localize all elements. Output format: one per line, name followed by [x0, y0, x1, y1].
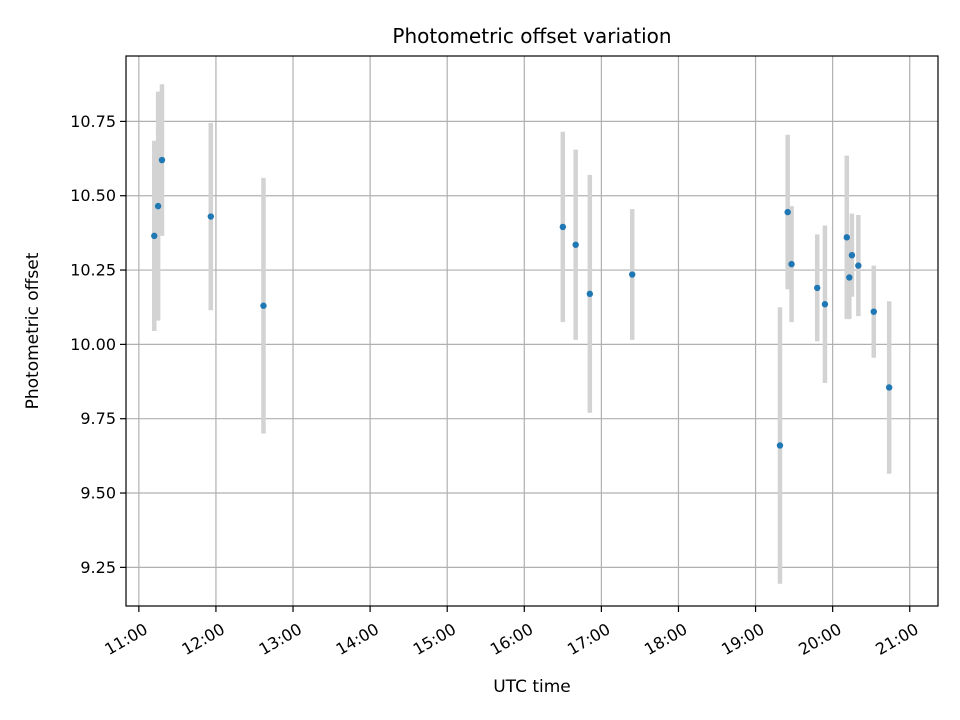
y-tick-label: 10.75: [70, 112, 116, 131]
data-point: [821, 301, 829, 308]
y-tick-label: 10.25: [70, 261, 116, 280]
plot-area-frame: [125, 55, 939, 607]
data-point: [784, 208, 791, 216]
data-point: [776, 442, 784, 449]
data-point: [855, 262, 862, 269]
data-point: [885, 384, 893, 391]
data-point: [154, 202, 162, 210]
data-point: [260, 302, 267, 309]
chart-title: Photometric offset variation: [392, 24, 671, 48]
data-point: [572, 241, 579, 248]
data-point: [870, 308, 877, 315]
data-point: [559, 223, 567, 231]
data-point: [207, 213, 214, 220]
grid: [126, 56, 938, 606]
y-axis-ticks: 9.25 9.50 9.75 10.00 10.25 10.50 10.75: [70, 112, 126, 577]
data-point: [788, 260, 795, 268]
data-point: [848, 251, 856, 259]
y-tick-label: 10.00: [70, 335, 116, 354]
data-point: [586, 290, 594, 298]
data-point: [846, 274, 853, 281]
data-point: [158, 156, 166, 164]
x-axis-title: UTC time: [493, 677, 571, 697]
y-tick-label: 9.25: [80, 558, 116, 577]
y-tick-label: 9.75: [80, 409, 116, 428]
data-point: [151, 232, 158, 240]
y-axis-title: Photometric offset: [23, 252, 43, 409]
data-point: [814, 284, 821, 292]
y-tick-label: 9.50: [80, 484, 116, 503]
data-point: [843, 234, 850, 241]
data-points: [151, 156, 893, 449]
data-point: [629, 271, 636, 278]
y-tick-label: 10.50: [70, 186, 116, 205]
